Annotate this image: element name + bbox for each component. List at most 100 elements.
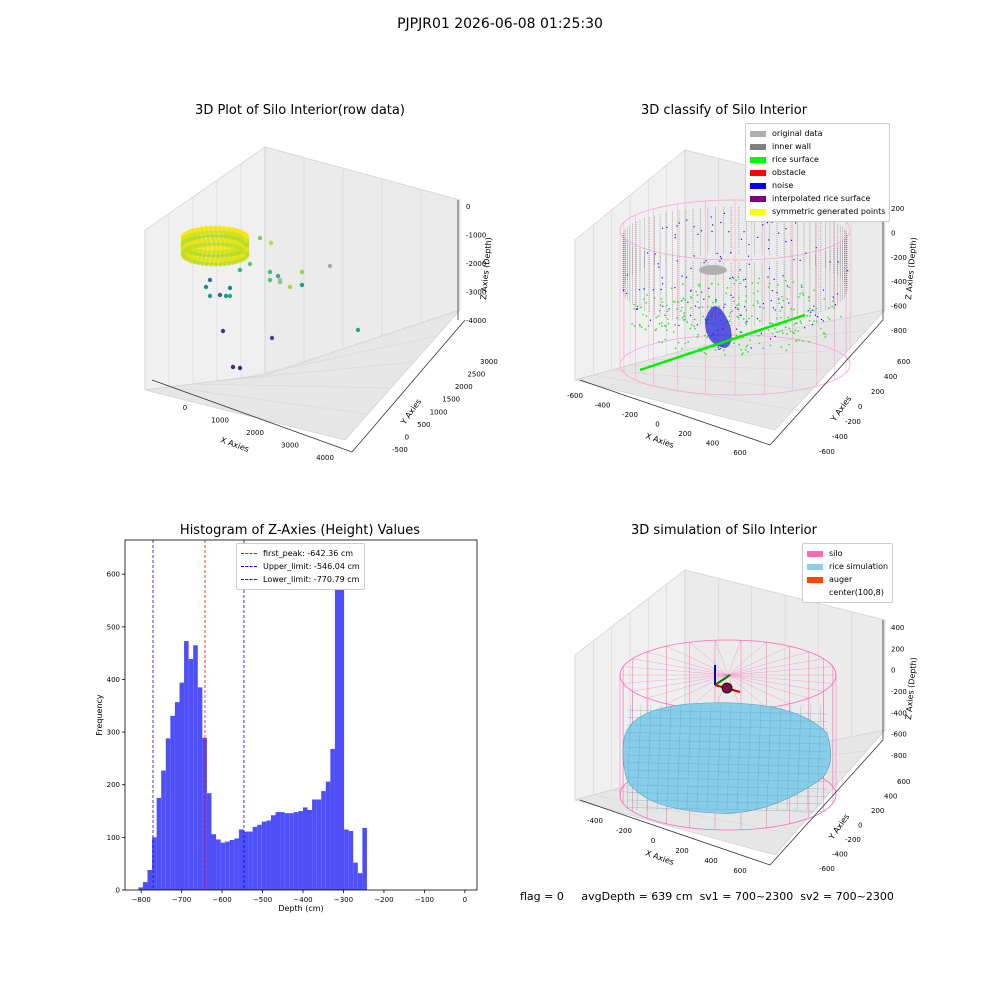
plot3-ytick-label: 400 <box>107 676 120 684</box>
rice-surface-point <box>742 352 744 354</box>
noise-point <box>788 302 790 304</box>
rice-surface-point <box>729 312 732 314</box>
plot3-xtick-label: −800 <box>132 896 151 904</box>
scatter-point <box>287 284 293 290</box>
noise-point <box>771 221 773 223</box>
rice-surface-point <box>746 344 749 347</box>
rice-surface-point <box>680 300 683 302</box>
ring-point <box>224 252 229 258</box>
rice-surface-point <box>789 330 792 332</box>
plot3-legend-label: Upper_limit: -546.04 cm <box>263 562 360 571</box>
histogram-bar <box>243 831 249 890</box>
plot4-x-tick: 400 <box>704 857 717 865</box>
rice-surface-point <box>802 294 804 296</box>
plot2-legend-label: original data <box>772 129 823 138</box>
rice-surface-point <box>758 277 760 280</box>
plot2-x-tick: -400 <box>595 402 611 410</box>
plot4-z-tick: -400 <box>891 709 907 717</box>
rice-surface-point <box>768 329 770 331</box>
silo-roof-wire <box>689 642 729 676</box>
plot4-x-tick: 0 <box>651 837 655 845</box>
noise-point <box>811 309 813 311</box>
rice-surface-point <box>737 316 740 319</box>
rice-surface-point <box>749 339 751 341</box>
rice-surface-point <box>785 326 787 328</box>
histogram-bar <box>284 813 290 890</box>
noise-point <box>759 306 761 308</box>
rice-surface-point <box>640 306 642 308</box>
noise-point <box>814 314 816 316</box>
ring-point <box>213 261 219 267</box>
plot3-ytick-label: 0 <box>116 887 120 895</box>
noise-point <box>730 252 732 254</box>
rice-surface-point <box>696 336 699 338</box>
histogram-bar <box>138 887 143 890</box>
noise-point <box>710 216 712 218</box>
rice-surface-point <box>806 315 808 317</box>
rice-surface-point <box>655 316 657 319</box>
rice-surface-point <box>782 332 784 334</box>
rice-surface-point <box>823 332 825 334</box>
ring-point <box>226 230 232 236</box>
silo-roof-wire <box>632 674 729 692</box>
noise-point <box>822 320 824 322</box>
noise-point <box>696 324 698 326</box>
plot2-z-tick: -800 <box>891 327 907 335</box>
ring-point <box>244 242 250 248</box>
plot4-x-tick: 600 <box>733 867 746 875</box>
histogram-bar <box>339 565 345 890</box>
auger-y-axis <box>714 674 731 686</box>
noise-point <box>805 252 807 254</box>
rice-surface-point <box>657 315 659 317</box>
plot4-z-tick: 400 <box>891 624 904 632</box>
rice-surface-point <box>799 320 802 322</box>
ring-point <box>225 242 230 248</box>
noise-point <box>760 332 762 334</box>
histogram-bar <box>220 842 226 890</box>
noise-point <box>723 212 725 214</box>
rice-surface-point <box>772 323 774 325</box>
plot1-title: 3D Plot of Silo Interior(row data) <box>195 103 405 118</box>
rice-surface-point <box>752 304 754 307</box>
plot1-x-tick: 2000 <box>246 429 264 437</box>
rice-surface-point <box>735 334 738 337</box>
plot4-title: 3D simulation of Silo Interior <box>631 523 817 538</box>
rice-surface-point <box>684 342 687 345</box>
ring-point <box>212 245 218 251</box>
ring-point <box>232 251 237 257</box>
plot3-title: Histogram of Z-Axies (Height) Values <box>179 523 421 538</box>
rice-surface-point <box>671 287 673 289</box>
rice-mesh-line <box>676 704 682 811</box>
rice-surface-point <box>737 276 739 278</box>
rice-surface-point <box>661 341 663 344</box>
scatter-point <box>227 285 233 291</box>
rice-surface-point <box>799 293 801 295</box>
noise-point <box>748 244 750 246</box>
ring-point <box>244 251 250 257</box>
noise-point <box>661 227 664 229</box>
noise-point <box>729 277 731 279</box>
rice-surface-point <box>795 339 797 342</box>
rice-surface-point <box>767 286 770 288</box>
noise-point <box>836 293 839 295</box>
plot2-legend-swatch <box>750 156 766 163</box>
rice-surface-point <box>655 328 657 330</box>
noise-point <box>723 306 725 308</box>
grid-line <box>264 309 461 376</box>
noise-point <box>778 232 780 234</box>
histogram-bar <box>334 556 340 890</box>
rice-surface-point <box>661 301 664 303</box>
rice-surface-point <box>785 280 787 282</box>
histogram-bar <box>229 840 235 890</box>
grid-line <box>648 349 849 361</box>
noise-point <box>701 291 703 293</box>
rice-surface-point <box>647 325 650 327</box>
noise-point <box>693 255 695 257</box>
noise-point <box>700 230 702 232</box>
rice-surface-point <box>739 282 742 285</box>
rice-surface-point <box>674 324 676 326</box>
plot4-legend-entry: silo <box>807 547 888 560</box>
silo-roof-wire <box>727 666 833 676</box>
plot1-3d-scatter: 01000200030004000-5000500100015002000250… <box>144 146 498 462</box>
plot4-y-tick: 600 <box>897 778 910 786</box>
